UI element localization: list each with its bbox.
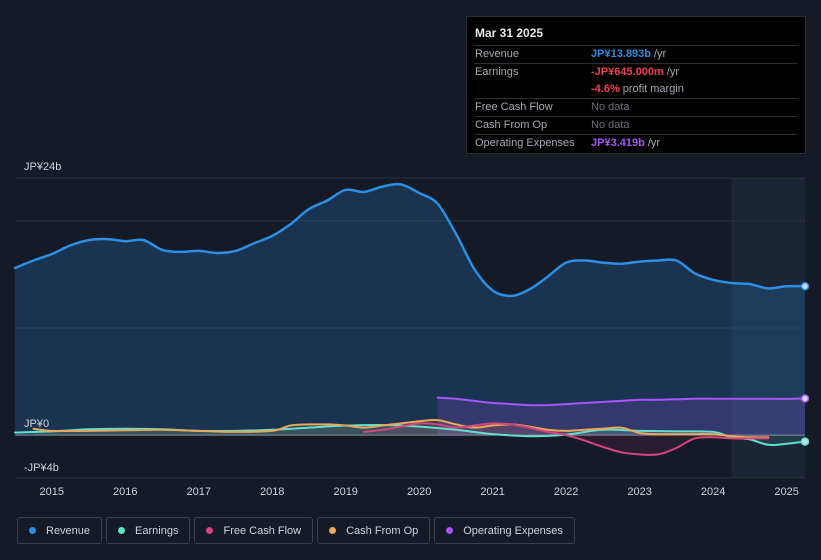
operating-expenses-line (436, 396, 806, 407)
tooltip-row: Cash From Op No data (474, 116, 798, 134)
y-tick-label: -JP¥4b (24, 462, 59, 474)
series-areas (15, 184, 805, 455)
tooltip-row: Earnings -JP¥645.000m/yr (474, 63, 798, 81)
x-tick-label: 2018 (260, 486, 284, 498)
tooltip-row-label: Operating Expenses (475, 137, 575, 149)
y-axis-labels: JP¥24b JP¥0 -JP¥4b (24, 161, 61, 474)
legend-dot-icon (329, 527, 337, 534)
legend-label: Revenue (46, 524, 91, 537)
legend-item-cash-from-op[interactable]: Cash From Op (317, 517, 431, 544)
tooltip-row-unit: profit margin (622, 83, 684, 95)
series-endpoints (800, 281, 810, 446)
legend-item-revenue[interactable]: Revenue (17, 517, 103, 544)
tooltip-row-label: Free Cash Flow (475, 101, 553, 113)
tooltip-row: Operating Expenses JP¥3.419b/yr (474, 134, 798, 152)
legend-item-earnings[interactable]: Earnings (106, 517, 191, 544)
tooltip-row-value: No data (591, 119, 630, 131)
x-tick-label: 2021 (480, 486, 504, 498)
legend-label: Earnings (135, 524, 179, 537)
legend-label: Free Cash Flow (223, 524, 302, 537)
tooltip-row-value: JP¥13.893b (591, 48, 651, 60)
earnings-endpoint (800, 437, 810, 446)
tooltip-row-value: No data (591, 101, 630, 113)
tooltip-row-label (475, 81, 591, 98)
tooltip-row: -4.6% profit margin (474, 81, 798, 98)
x-tick-label: 2022 (554, 486, 578, 498)
cash-from-op-line (32, 418, 770, 439)
tooltip-date: Mar 31 2025 (475, 26, 544, 40)
x-tick-label: 2025 (774, 486, 798, 498)
tooltip-row-unit: /yr (653, 48, 667, 60)
gridlines (15, 177, 805, 479)
legend-item-free-cash-flow[interactable]: Free Cash Flow (194, 517, 314, 544)
tooltip-row-label: Cash From Op (475, 119, 548, 131)
x-tick-label: 2024 (701, 486, 725, 498)
revenue-area (15, 184, 805, 436)
legend-dot-icon (118, 527, 126, 534)
tooltip-row-value: JP¥3.419b (591, 137, 645, 149)
data-tooltip: Mar 31 2025 Revenue JP¥13.893b/yr Earnings… (466, 16, 806, 154)
x-tick-label: 2016 (113, 486, 137, 498)
revenue-line (13, 182, 807, 298)
y-tick-label: JP¥0 (24, 418, 49, 430)
cash-from-op-area (33, 419, 769, 438)
x-tick-label: 2023 (627, 486, 651, 498)
tooltip-row: Free Cash Flow No data (474, 98, 798, 116)
operating-expenses-endpoint (800, 394, 810, 403)
legend-dot-icon (29, 527, 36, 534)
tooltip-row-value: -JP¥645.000m (591, 66, 664, 78)
tooltip-row-label: Revenue (475, 48, 520, 60)
x-tick-label: 2020 (407, 486, 431, 498)
legend-dot-icon (206, 527, 214, 534)
x-tick-label: 2019 (333, 486, 357, 498)
x-tick-label: 2017 (186, 486, 210, 498)
x-axis-labels: 2015 2016 2017 2018 2019 2020 2021 2022 2023 2024… (40, 486, 799, 498)
legend-dot-icon (446, 527, 454, 534)
tooltip-row-value: -4.6% (591, 83, 620, 95)
revenue-endpoint (800, 281, 810, 291)
tooltip-row-unit: /yr (666, 66, 680, 78)
legend-label: Cash From Op (346, 524, 419, 537)
tooltip-row-label: Earnings (475, 66, 519, 78)
y-tick-label: JP¥24b (24, 161, 61, 173)
chart-legend: Revenue Earnings Free Cash Flow Cash From O… (17, 517, 575, 544)
tooltip-row-unit: /yr (647, 137, 661, 149)
x-tick-label: 2015 (40, 486, 64, 498)
legend-item-operating-expenses[interactable]: Operating Expenses (434, 517, 575, 544)
series-lines (13, 182, 807, 456)
tooltip-row: Revenue JP¥13.893b/yr (474, 45, 798, 63)
legend-label: Operating Expenses (463, 524, 563, 537)
free-cash-flow-line (363, 422, 770, 456)
